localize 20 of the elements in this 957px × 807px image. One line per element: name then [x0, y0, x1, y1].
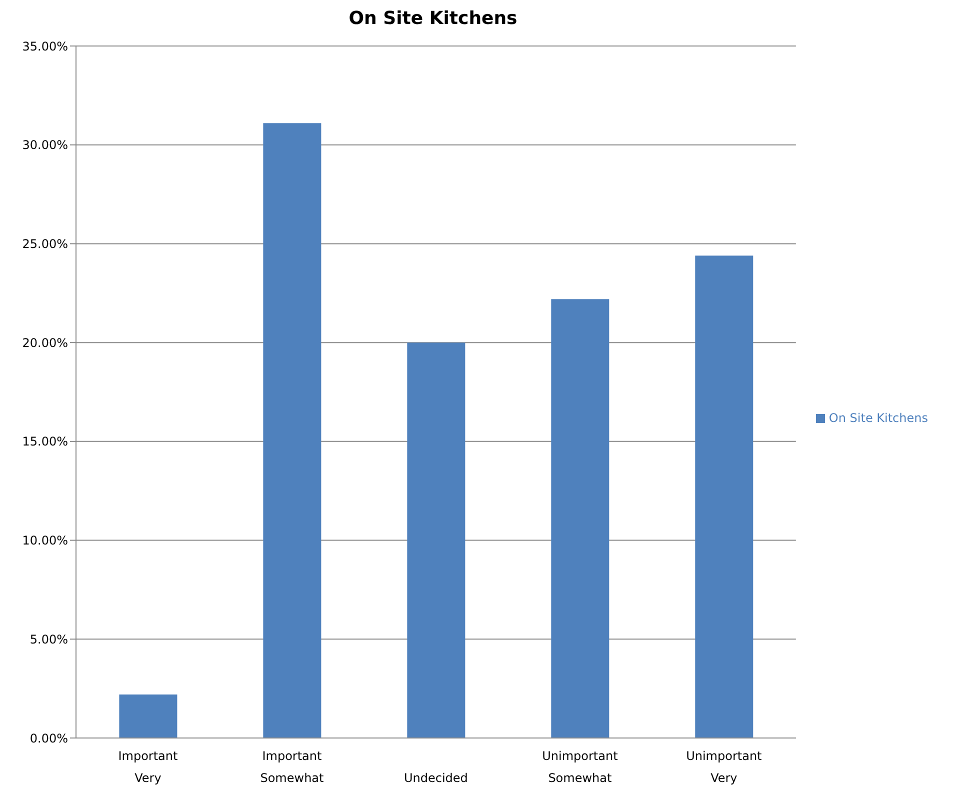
x-tick-label: Important Somewhat [260, 749, 324, 785]
bar [695, 256, 754, 738]
y-tick-label: 10.00% [22, 534, 68, 548]
y-tick-label: 35.00% [22, 39, 68, 54]
x-tick-label: Undecided [404, 771, 468, 785]
legend-label: On Site Kitchens [828, 411, 928, 425]
bar [119, 694, 178, 738]
bar [263, 123, 322, 738]
y-tick-label: 20.00% [22, 336, 68, 350]
bar [551, 299, 610, 738]
y-tick-label: 0.00% [30, 731, 68, 746]
y-tick-label: 30.00% [22, 138, 68, 152]
y-tick-label: 5.00% [30, 632, 68, 646]
chart-title: On Site Kitchens [348, 8, 518, 31]
x-tick-label: Unimportant Somewhat [542, 749, 618, 785]
y-tick-label: 25.00% [22, 236, 68, 251]
y-tick-label: 15.00% [22, 434, 68, 449]
bar [407, 342, 466, 738]
x-tick-label: Unimportant Very [686, 749, 762, 785]
x-tick-label: Important Very [118, 749, 178, 785]
